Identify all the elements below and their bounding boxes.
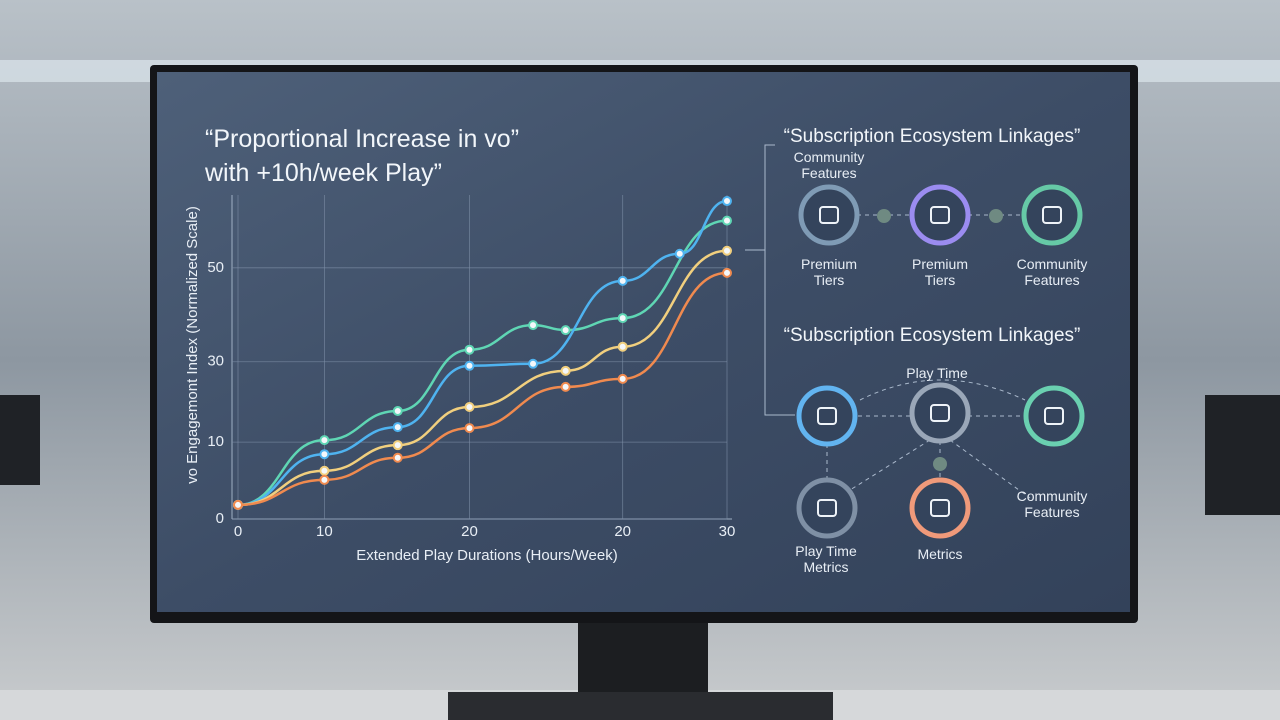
node-ring [796, 385, 858, 447]
node-icon [817, 407, 837, 425]
node-icon [817, 499, 837, 517]
monitor-stand [578, 618, 708, 698]
node-label: Play Time [906, 365, 968, 381]
data-point [319, 435, 330, 446]
x-tick-label: 0 [234, 523, 242, 540]
data-point [319, 465, 330, 476]
data-point [722, 215, 732, 226]
data-point [464, 344, 475, 355]
data-point [674, 248, 685, 259]
data-point [392, 452, 403, 463]
data-point [392, 440, 403, 451]
x-tick-label: 30 [719, 523, 736, 540]
data-point [722, 267, 732, 278]
node-ring [909, 382, 971, 444]
data-point [617, 275, 628, 286]
data-point [392, 422, 403, 433]
node-ring [796, 477, 858, 539]
y-tick-label: 0 [216, 510, 224, 527]
node-dot [877, 209, 891, 223]
data-point [528, 320, 539, 331]
node-ring [1023, 385, 1085, 447]
node-label: Metrics [917, 546, 963, 562]
y-axis-label: vo Engagemont Index (Normalized Scale) [184, 206, 201, 484]
data-point [560, 325, 571, 336]
node-icon [930, 499, 950, 517]
data-point [560, 381, 571, 392]
node-label: Community Features [1016, 256, 1088, 288]
bg-monitor [1205, 395, 1280, 515]
node-icon [930, 206, 950, 224]
node-label: Premium Tiers [800, 256, 857, 288]
x-axis-label: Extended Play Durations (Hours/Week) [356, 547, 618, 564]
node-label: Community Features [1016, 488, 1088, 520]
x-tick-label: 20 [461, 523, 478, 540]
diagram-title: “Subscription Ecosystem Linkages” [783, 126, 1081, 147]
x-tick-label: 20 [614, 523, 631, 540]
data-point [722, 245, 732, 256]
node-ring [909, 477, 971, 539]
node-icon [930, 404, 950, 422]
node-dot [989, 209, 1003, 223]
node-dot [933, 457, 947, 471]
x-tick-label: 10 [316, 523, 333, 540]
data-point [617, 313, 628, 324]
data-point [233, 499, 243, 510]
chart-title: “Proportional Increase in vo” with +10h/… [205, 122, 519, 190]
title-line: with +10h/week Play” [205, 159, 442, 187]
data-point [392, 406, 403, 416]
data-point [617, 341, 628, 352]
data-point [464, 360, 475, 371]
data-point [464, 401, 475, 412]
data-point [464, 423, 475, 434]
diagram-title: “Subscription Ecosystem Linkages” [783, 325, 1081, 346]
y-tick-label: 30 [207, 353, 224, 370]
data-point [319, 449, 330, 460]
node-ring [1021, 184, 1083, 246]
data-point [617, 373, 628, 384]
data-point [528, 358, 539, 369]
y-tick-label: 10 [207, 433, 224, 450]
screen [157, 72, 1130, 612]
node-icon [1044, 407, 1064, 425]
node-label: Community Features [793, 149, 865, 181]
node-label: Play Time Metrics [795, 543, 857, 575]
data-point [560, 365, 571, 376]
title-line: “Proportional Increase in vo” [205, 125, 520, 153]
node-icon [1042, 206, 1062, 224]
data-point [722, 196, 732, 207]
node-icon [819, 206, 839, 224]
node-ring [909, 184, 971, 246]
bg-monitor [0, 395, 40, 485]
data-point [319, 474, 330, 485]
node-ring [798, 184, 860, 246]
y-tick-label: 50 [207, 259, 224, 276]
monitor-base [448, 692, 833, 720]
node-label: Premium Tiers [911, 256, 968, 288]
